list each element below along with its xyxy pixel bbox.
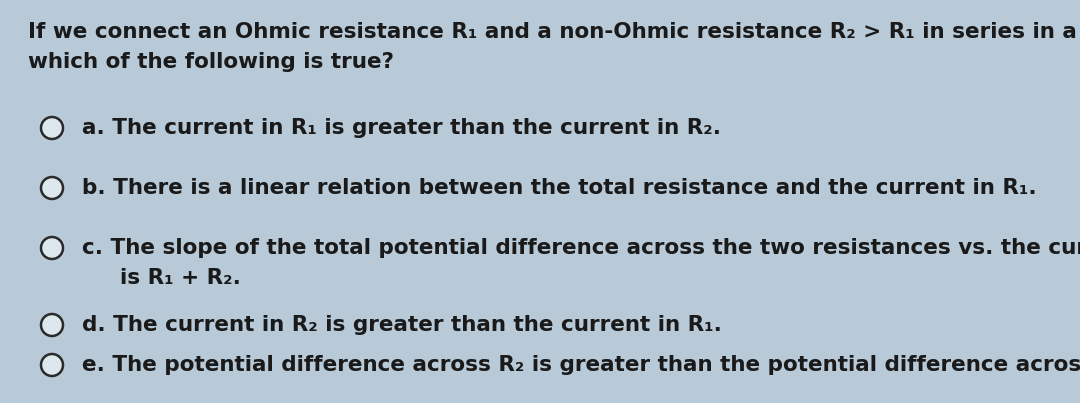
Text: which of the following is true?: which of the following is true? [28, 52, 394, 72]
Circle shape [41, 237, 63, 259]
Circle shape [41, 177, 63, 199]
Text: b. There is a linear relation between the total resistance and the current in R₁: b. There is a linear relation between th… [82, 178, 1037, 198]
Text: d. The current in R₂ is greater than the current in R₁.: d. The current in R₂ is greater than the… [82, 315, 721, 335]
Circle shape [41, 354, 63, 376]
Circle shape [41, 117, 63, 139]
Text: e. The potential difference across R₂ is greater than the potential difference a: e. The potential difference across R₂ is… [82, 355, 1080, 375]
Text: a. The current in R₁ is greater than the current in R₂.: a. The current in R₁ is greater than the… [82, 118, 721, 138]
Text: is R₁ + R₂.: is R₁ + R₂. [120, 268, 241, 288]
Text: c. The slope of the total potential difference across the two resistances vs. th: c. The slope of the total potential diff… [82, 238, 1080, 258]
Text: If we connect an Ohmic resistance R₁ and a non-Ohmic resistance R₂ > R₁ in serie: If we connect an Ohmic resistance R₁ and… [28, 22, 1080, 42]
Circle shape [41, 314, 63, 336]
